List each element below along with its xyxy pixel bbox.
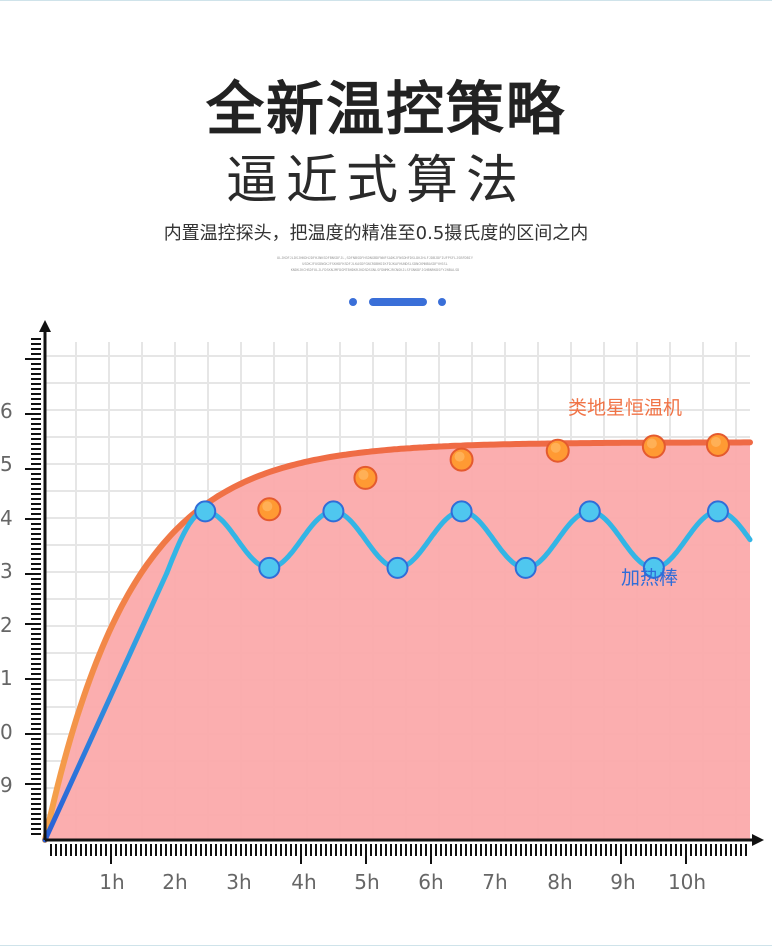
data-point-highlight (550, 442, 561, 453)
x-tick-label: 3h (226, 870, 251, 894)
pager-dot-active (369, 298, 427, 306)
headline-subtitle: 逼近式算法 (225, 151, 526, 211)
data-point-jiarebang (578, 500, 601, 523)
y-tick-label: 3 (0, 559, 13, 583)
x-axis-arrow (752, 834, 764, 846)
x-tick-label: 9h (610, 870, 635, 894)
series-line-jiarebang-ramp (42, 570, 170, 843)
y-tick-label: 6 (0, 399, 13, 423)
series-line-hengwenji (42, 439, 753, 843)
series-label-jiarebang: 加热棒 (621, 567, 678, 589)
series-area-hengwenji (45, 442, 750, 840)
y-axis-arrow (39, 320, 51, 332)
data-point-jiarebang (450, 500, 473, 523)
y-tick-label: 9 (0, 773, 13, 797)
x-tick-label: 2h (162, 870, 187, 894)
data-point-jiarebang (706, 500, 729, 523)
data-point-jiarebang (258, 556, 281, 579)
pager-dot (438, 298, 446, 306)
decorative-small-text: KNDKJKCHSDFULJLFDSKNJMFDGMTBHDKRJKDSDSGN… (290, 268, 460, 272)
x-tick-label: 8h (547, 870, 572, 894)
x-tick-label: 6h (418, 870, 443, 894)
description-text: 内置温控探头，把温度的精准至0.5摄氏度的区间之内 (163, 223, 589, 244)
data-point-highlight (262, 501, 273, 512)
data-point-highlight (358, 469, 369, 480)
y-tick-label: 0 (0, 720, 13, 744)
data-point-highlight (710, 436, 721, 447)
decorative-small-text: USDKJFUSDNGKJFSKHDFKSDFJLKASDFGNCRDBHDIK… (302, 262, 448, 266)
data-point-jiarebang (194, 500, 217, 523)
x-tick-label: 7h (482, 870, 507, 894)
x-tick-label: 5h (354, 870, 379, 894)
data-point-jiarebang (642, 556, 665, 579)
headline-title: 全新温控策略 (205, 75, 566, 143)
series-label-hengwenji: 类地星恒温机 (568, 397, 682, 419)
y-tick-label: 1 (0, 666, 13, 690)
y-tick-label: 4 (0, 506, 13, 530)
data-point-highlight (454, 451, 465, 462)
data-point-highlight (646, 438, 657, 449)
decorative-small-text: OLJKDFJLDSJHKDHJDFHJNKSDFBNSDFJL,SDFNBSD… (277, 256, 473, 260)
y-tick-label: 5 (0, 452, 13, 476)
data-point-jiarebang (514, 556, 537, 579)
data-point-jiarebang (322, 500, 345, 523)
y-tick-label: 2 (0, 613, 13, 637)
x-tick-label: 10h (668, 870, 706, 894)
x-tick-label: 4h (291, 870, 316, 894)
top-border (0, 0, 772, 1)
data-point-jiarebang (386, 556, 409, 579)
pager-dot (349, 298, 357, 306)
x-tick-label: 1h (99, 870, 124, 894)
